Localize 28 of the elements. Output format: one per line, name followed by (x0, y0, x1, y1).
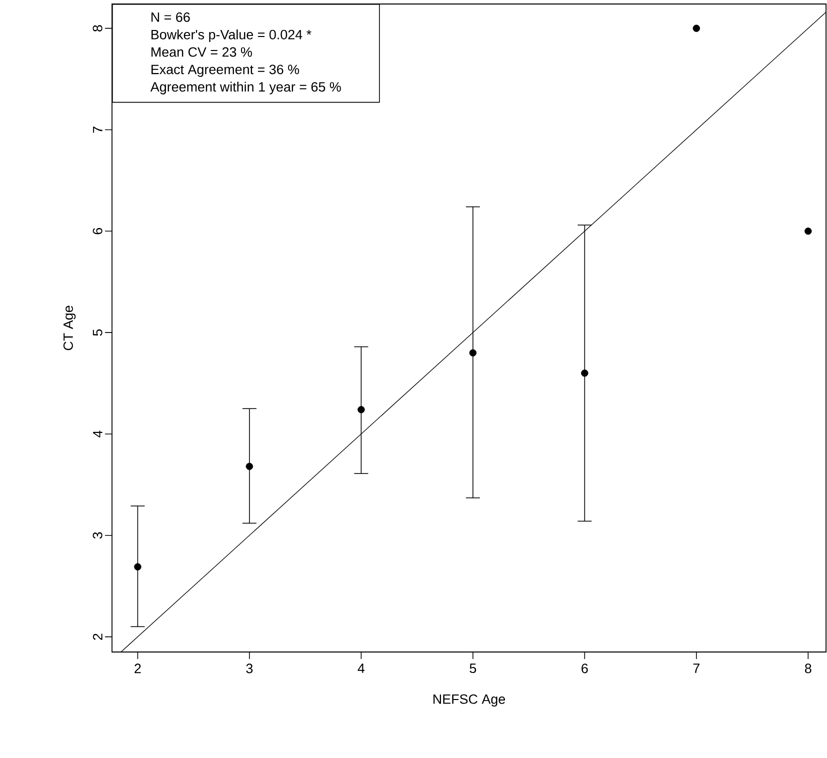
x-tick-label: 4 (358, 664, 365, 673)
x-tick-label: 8 (804, 664, 812, 674)
annotation: Bowker's p-Value = 0.024 * (152, 29, 312, 42)
point (581, 370, 588, 377)
annotation: Mean CV = 23 % (152, 47, 252, 57)
x-tick-label: 7 (693, 664, 700, 673)
point (246, 462, 254, 470)
x-tick-label: 3 (246, 664, 253, 674)
y-tick-label: 2 (92, 634, 102, 640)
y-tick-label: 6 (92, 228, 102, 234)
y-tick-label: 5 (92, 329, 102, 336)
point (134, 563, 142, 570)
x-axis-title: NEFSC Age (433, 694, 506, 707)
y-tick-label: 8 (92, 25, 102, 32)
annotation: Exact Agreement = 36 % (152, 64, 300, 77)
y-tick-label: 3 (92, 532, 102, 539)
x-tick-label: 2 (134, 664, 141, 674)
point (804, 228, 812, 235)
point (358, 406, 365, 414)
point (469, 349, 477, 356)
x-tick-label: 5 (470, 664, 476, 674)
x-tick-label: 6 (582, 664, 588, 674)
annotation: N = 66 (152, 12, 190, 22)
annotation: Agreement within 1 year = 65 % (150, 82, 341, 94)
point (692, 24, 700, 32)
y-tick-label: 7 (93, 126, 102, 133)
y-axis-title: CT Age (63, 306, 76, 350)
y-tick-label: 4 (93, 430, 102, 438)
